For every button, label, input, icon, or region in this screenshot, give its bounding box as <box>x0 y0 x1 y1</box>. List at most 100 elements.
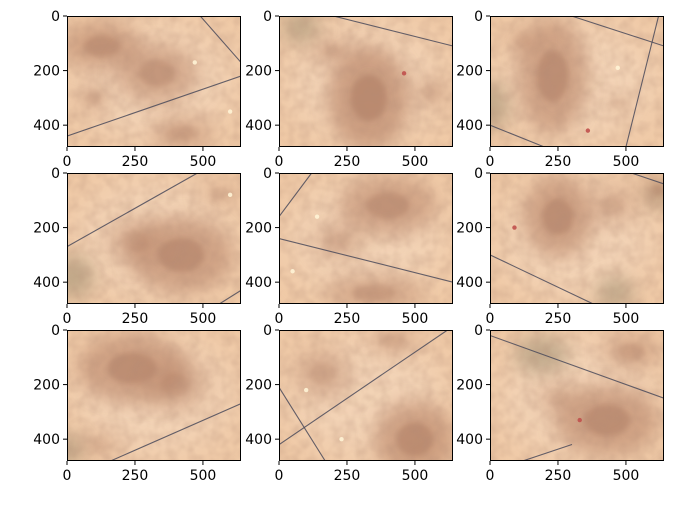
panels-layer: 0 250 500 0 200 400 0 250 500 0 200 400 0 250 500 0 200 4… <box>33 9 664 484</box>
skin-speck <box>577 417 582 423</box>
augmented-dermoscopy-sample-9: 0 250 500 0 200 400 <box>456 323 664 484</box>
skin-image <box>67 330 241 461</box>
skin-speck <box>314 214 320 219</box>
y-tick-label: 0 <box>51 9 60 25</box>
augmented-dermoscopy-sample-2: 0 250 500 0 200 400 <box>245 9 453 170</box>
y-tick-label: 200 <box>456 64 483 80</box>
x-tick-label: 500 <box>402 468 429 484</box>
augmented-dermoscopy-sample-8: 0 250 500 0 200 400 <box>245 323 453 484</box>
skin-image <box>67 16 241 147</box>
x-tick-label: 250 <box>545 154 572 170</box>
skin-image <box>279 173 453 304</box>
axes-frame <box>490 173 664 304</box>
x-tick-label: 500 <box>402 311 429 327</box>
pigment-texture <box>67 16 241 147</box>
x-tick-label: 500 <box>402 154 429 170</box>
y-tick-label: 400 <box>245 432 272 448</box>
x-tick-label: 0 <box>486 468 495 484</box>
x-tick-label: 0 <box>63 311 72 327</box>
y-tick-label: 400 <box>33 118 60 134</box>
augmented-dermoscopy-sample-1: 0 250 500 0 200 400 <box>33 9 241 170</box>
skin-image <box>279 330 453 461</box>
x-tick-label: 250 <box>122 154 149 170</box>
pigment-texture <box>67 330 241 461</box>
x-tick-label: 250 <box>334 468 361 484</box>
hair-line <box>490 334 664 399</box>
axes-frame <box>490 330 664 461</box>
x-tick-label: 0 <box>275 154 284 170</box>
x-tick-label: 0 <box>63 154 72 170</box>
pigment-texture <box>490 173 664 304</box>
axes-frame <box>490 16 664 147</box>
hair-line <box>218 289 241 304</box>
axes-frame <box>67 173 241 304</box>
x-tick-label: 500 <box>190 154 217 170</box>
hair-line <box>67 75 241 137</box>
x-tick-label: 0 <box>486 311 495 327</box>
y-tick-label: 0 <box>263 323 272 339</box>
x-tick-label: 0 <box>486 154 495 170</box>
y-tick-label: 200 <box>33 64 60 80</box>
y-tick-label: 400 <box>33 432 60 448</box>
skin-speck <box>615 65 620 71</box>
hair-line <box>571 16 664 47</box>
y-tick-label: 200 <box>245 221 272 237</box>
hair-line <box>279 386 326 461</box>
x-tick-label: 0 <box>275 468 284 484</box>
axes-frame <box>67 330 241 461</box>
y-tick-label: 400 <box>245 275 272 291</box>
y-tick-label: 400 <box>33 275 60 291</box>
hair-line <box>630 173 664 185</box>
hair-line <box>490 254 594 304</box>
hair-line <box>279 173 313 218</box>
x-tick-label: 250 <box>545 311 572 327</box>
hair-line <box>279 330 449 446</box>
x-tick-label: 250 <box>334 154 361 170</box>
augmented-dermoscopy-sample-7: 0 250 500 0 200 400 <box>33 323 241 484</box>
skin-speck <box>290 269 295 274</box>
y-tick-label: 200 <box>245 378 272 394</box>
axes-frame <box>279 16 453 147</box>
x-tick-label: 500 <box>613 154 640 170</box>
y-tick-label: 400 <box>245 118 272 134</box>
skin-image <box>490 330 664 461</box>
pigment-texture <box>279 16 453 147</box>
hair-line <box>522 444 573 461</box>
pigment-texture <box>279 173 453 304</box>
x-tick-label: 250 <box>545 468 572 484</box>
y-tick-label: 200 <box>456 221 483 237</box>
pigment-texture <box>490 16 664 147</box>
axes-frame <box>279 330 453 461</box>
augmented-dermoscopy-sample-3: 0 250 500 0 200 400 <box>456 9 664 170</box>
x-tick-label: 250 <box>334 311 361 327</box>
pigment-texture <box>279 330 453 461</box>
x-tick-label: 500 <box>190 468 217 484</box>
y-tick-label: 0 <box>474 323 483 339</box>
y-tick-label: 0 <box>474 9 483 25</box>
y-tick-label: 0 <box>51 166 60 182</box>
skin-image <box>67 173 241 304</box>
x-tick-label: 250 <box>122 468 149 484</box>
y-tick-label: 200 <box>456 378 483 394</box>
x-tick-label: 0 <box>63 468 72 484</box>
x-tick-label: 250 <box>122 311 149 327</box>
skin-speck <box>227 109 233 114</box>
y-tick-label: 400 <box>456 275 483 291</box>
axes-frame <box>67 16 241 147</box>
hair-line <box>67 173 199 248</box>
skin-image <box>490 16 664 147</box>
augmented-dermoscopy-sample-6: 0 250 500 0 200 400 <box>456 166 664 327</box>
x-tick-label: 0 <box>275 311 284 327</box>
skin-speck <box>227 192 233 198</box>
y-tick-label: 0 <box>51 323 60 339</box>
x-tick-label: 500 <box>190 311 217 327</box>
skin-speck <box>585 128 591 133</box>
hair-line <box>490 124 545 147</box>
x-tick-label: 500 <box>613 468 640 484</box>
augmented-dermoscopy-sample-5: 0 250 500 0 200 400 <box>245 166 453 327</box>
y-tick-label: 400 <box>456 118 483 134</box>
hair-line <box>109 403 241 461</box>
y-tick-label: 200 <box>245 64 272 80</box>
x-tick-label: 500 <box>613 311 640 327</box>
